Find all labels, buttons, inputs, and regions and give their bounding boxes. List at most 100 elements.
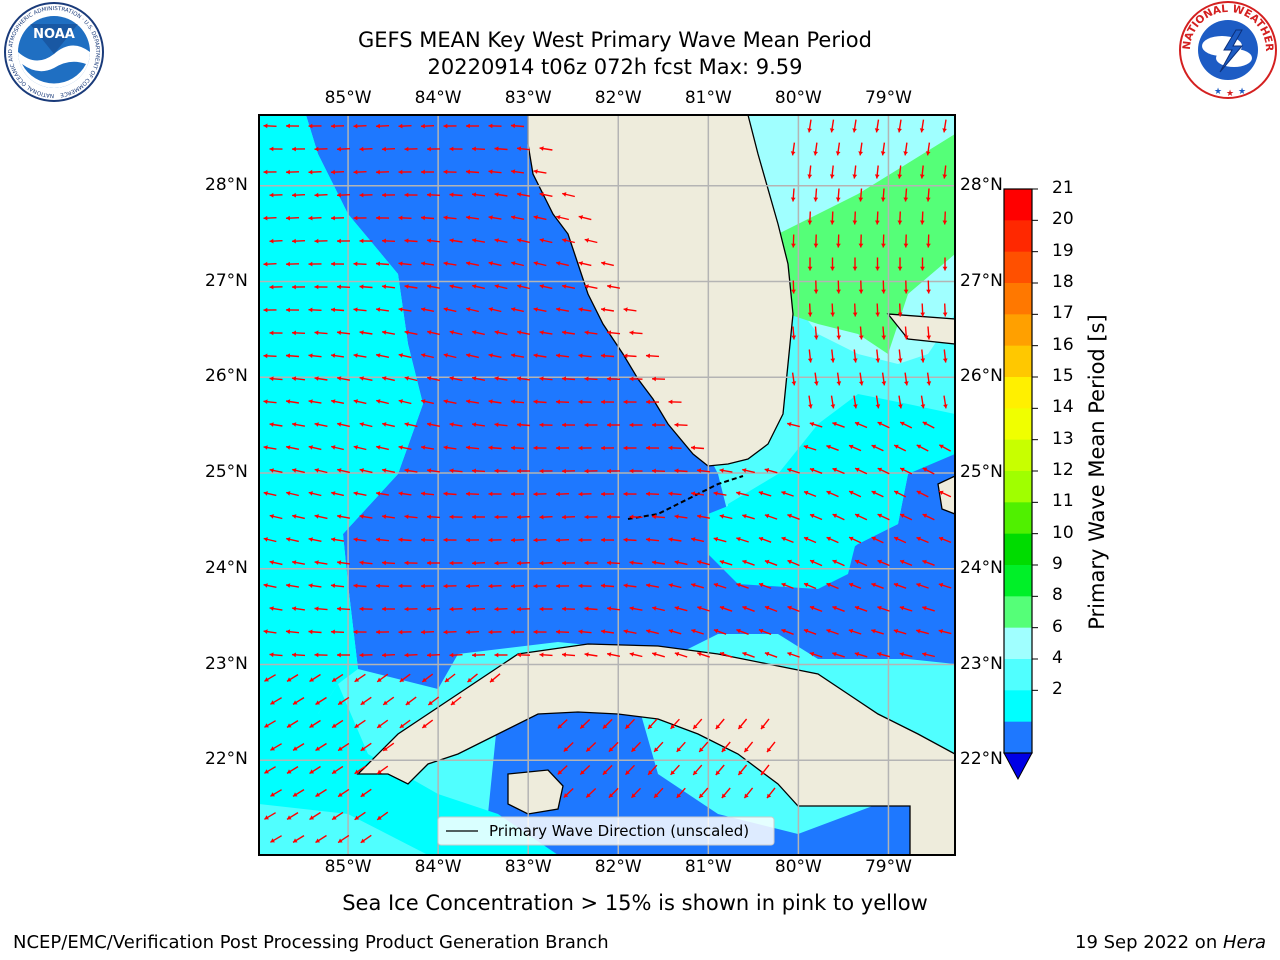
wave-arrow (471, 468, 486, 474)
wave-arrow (691, 628, 704, 635)
wave-arrow (354, 673, 366, 683)
lat-tick-label: 22°N (960, 749, 1003, 770)
wave-arrow (315, 696, 327, 706)
wave-arrow (881, 372, 887, 386)
lon-tick-label: 84°W (414, 857, 462, 877)
wave-arrow (353, 629, 367, 635)
wave-arrow (421, 353, 434, 359)
wave-arrow (426, 606, 441, 612)
wave-arrow (813, 188, 819, 202)
wave-arrow (398, 491, 412, 496)
wave-arrow (898, 395, 903, 409)
wave-arrow (721, 741, 731, 753)
wave-arrow (920, 211, 925, 225)
wave-arrow (630, 787, 642, 799)
wave-period-map: Primary Wave Direction (unscaled) (258, 114, 956, 856)
wave-arrow (651, 514, 666, 520)
wave-arrow (465, 445, 480, 450)
wave-arrow (359, 284, 373, 290)
wave-arrow (809, 559, 823, 567)
wave-arrow (922, 606, 935, 612)
wave-arrow (719, 651, 733, 658)
wave-arrow (807, 119, 812, 133)
colorbar-tick-label: 20 (1052, 209, 1074, 230)
wave-arrow (382, 742, 395, 752)
wave-arrow (715, 764, 725, 776)
wave-arrow (787, 651, 800, 658)
wave-arrow (443, 261, 457, 266)
wave-arrow (871, 536, 884, 544)
sea-ice-note: Sea Ice Concentration > 15% is shown in … (342, 891, 928, 915)
wave-arrow (691, 583, 704, 589)
wave-arrow (807, 349, 813, 363)
wave-arrow (743, 787, 754, 799)
wave-arrow (336, 514, 351, 519)
wave-arrow (420, 629, 435, 635)
wave-arrow (359, 560, 373, 566)
wave-arrow (382, 514, 395, 519)
wave-arrow (743, 741, 754, 753)
wave-arrow (698, 741, 709, 753)
wave-arrow (420, 445, 435, 450)
wave-arrow (308, 445, 322, 451)
lat-tick-label: 28°N (205, 174, 248, 195)
wave-arrow (336, 606, 351, 612)
wave-arrow (359, 514, 373, 519)
wave-arrow (854, 513, 868, 521)
wave-arrow (494, 376, 508, 381)
wave-arrow (489, 673, 501, 683)
colorbar-swatch (1004, 533, 1032, 566)
wave-arrow (578, 583, 592, 589)
wave-arrow (561, 330, 576, 335)
wave-arrow (427, 468, 440, 473)
wave-arrow (359, 238, 373, 244)
wave-arrow (270, 697, 282, 705)
wave-arrow (516, 146, 531, 151)
wave-arrow (653, 741, 664, 753)
wave-arrow (875, 349, 881, 363)
wave-arrow (600, 491, 615, 497)
wave-arrow (652, 606, 665, 612)
wave-arrow (836, 326, 842, 340)
wave-arrow (353, 307, 367, 312)
wave-arrow (285, 123, 300, 129)
wave-arrow (674, 560, 688, 566)
wave-arrow (781, 582, 794, 590)
wave-arrow (760, 764, 770, 776)
wave-arrow (308, 629, 322, 635)
wave-arrow (584, 376, 598, 382)
wave-arrow (330, 629, 345, 635)
wave-arrow (381, 652, 396, 658)
colorbar-swatch (1004, 439, 1032, 472)
wave-arrow (516, 330, 531, 335)
wave-arrow (691, 491, 704, 496)
wave-arrow (852, 257, 858, 271)
wave-arrow (399, 719, 411, 729)
wave-arrow (443, 629, 457, 635)
wave-arrow (314, 606, 328, 612)
wave-arrow (791, 234, 796, 248)
wave-arrow (696, 514, 711, 519)
wave-arrow (308, 307, 322, 313)
wave-arrow (511, 261, 524, 267)
wave-arrow (848, 490, 862, 498)
wave-arrow (353, 583, 367, 589)
wave-arrow (809, 513, 823, 521)
wave-arrow (336, 146, 351, 152)
wave-arrow (854, 421, 868, 429)
wave-arrow (562, 238, 575, 244)
wave-arrow (263, 215, 277, 221)
wave-arrow (314, 652, 328, 658)
wave-arrow (899, 421, 913, 429)
wave-arrow (533, 169, 547, 174)
wave-arrow (330, 215, 345, 221)
wave-arrow (645, 399, 660, 405)
wave-arrow (854, 559, 868, 567)
wave-arrow (602, 764, 613, 776)
wave-arrow (359, 468, 373, 474)
wave-arrow (715, 718, 725, 730)
wave-arrow (336, 192, 351, 198)
wave-arrow (443, 491, 457, 497)
wave-arrow (606, 514, 621, 520)
wave-arrow (533, 491, 547, 497)
